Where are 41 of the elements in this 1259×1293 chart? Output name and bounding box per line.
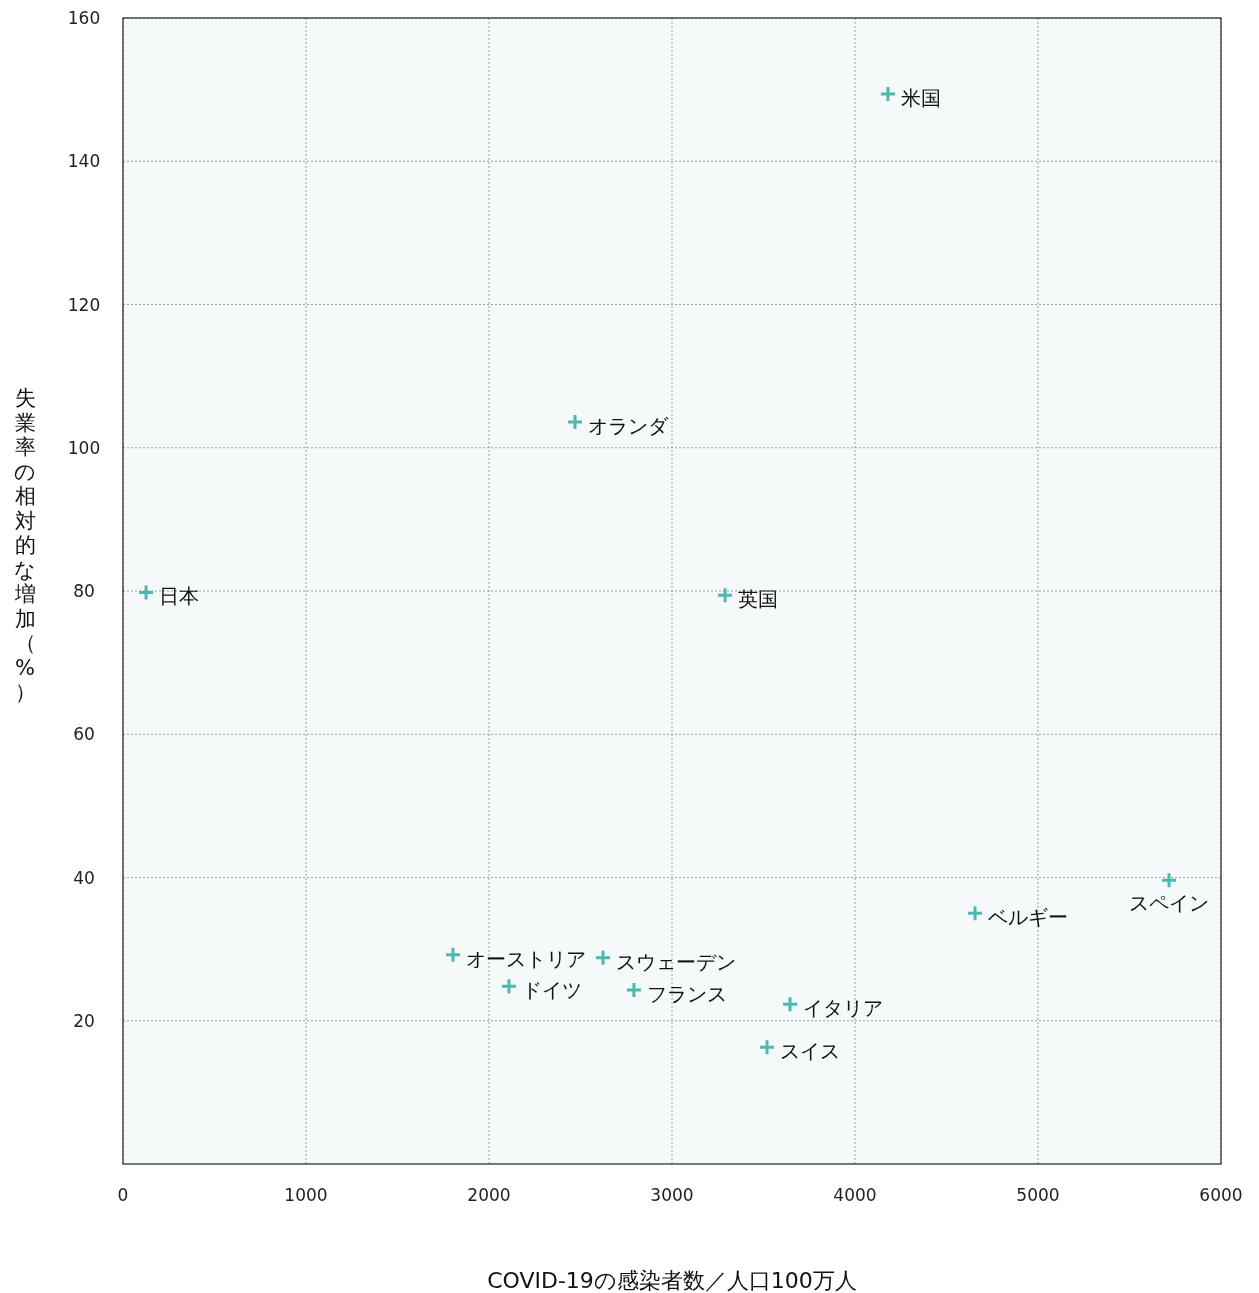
annotation: オランダ (588, 413, 670, 438)
point (716, 586, 734, 604)
annotation: フランス (646, 981, 727, 1006)
y-tick-label: 160 (67, 8, 101, 28)
x-tick-label: 2000 (467, 1185, 511, 1205)
y-tick-label: 60 (73, 724, 95, 745)
point (566, 413, 584, 431)
point (625, 981, 643, 999)
annotation: 米国 (900, 85, 941, 110)
y-tick-label: 20 (73, 1010, 95, 1031)
annotation: ドイツ (521, 978, 582, 1003)
y-tick-label: 120 (67, 294, 101, 315)
annotation: スウェーデン (616, 949, 737, 974)
annotation: オーストリア (465, 946, 586, 971)
point (594, 949, 612, 967)
point (500, 977, 518, 995)
y-tick-label: 40 (73, 867, 95, 888)
annotation: スペイン (1129, 891, 1210, 916)
x-tick-label: 6000 (1199, 1185, 1243, 1205)
x-axis-title: COVID-19の感染者数／人口100万人 (487, 1268, 857, 1293)
y-tick-label: 140 (67, 151, 101, 172)
point (1160, 871, 1178, 889)
x-tick-label: 0 (117, 1185, 129, 1205)
point (879, 85, 897, 103)
x-tick-label: 4000 (833, 1185, 877, 1205)
annotation: 日本 (159, 584, 200, 609)
annotation: イタリア (803, 996, 884, 1021)
x-tick-label: 1000 (284, 1185, 328, 1205)
y-tick-label: 80 (73, 581, 95, 601)
annotation: 英国 (738, 587, 779, 612)
x-tick-label: 5000 (1016, 1185, 1060, 1205)
point (781, 995, 799, 1013)
x-tick-label: 3000 (650, 1185, 694, 1205)
annotation: スイス (779, 1039, 840, 1064)
annotation: ベルギー (988, 905, 1069, 930)
y-tick-label: 100 (67, 437, 101, 458)
point (966, 904, 984, 922)
text: 失業率の相対的な増加（%） (14, 386, 36, 704)
point (137, 583, 155, 601)
point (758, 1038, 776, 1056)
point (444, 946, 462, 964)
